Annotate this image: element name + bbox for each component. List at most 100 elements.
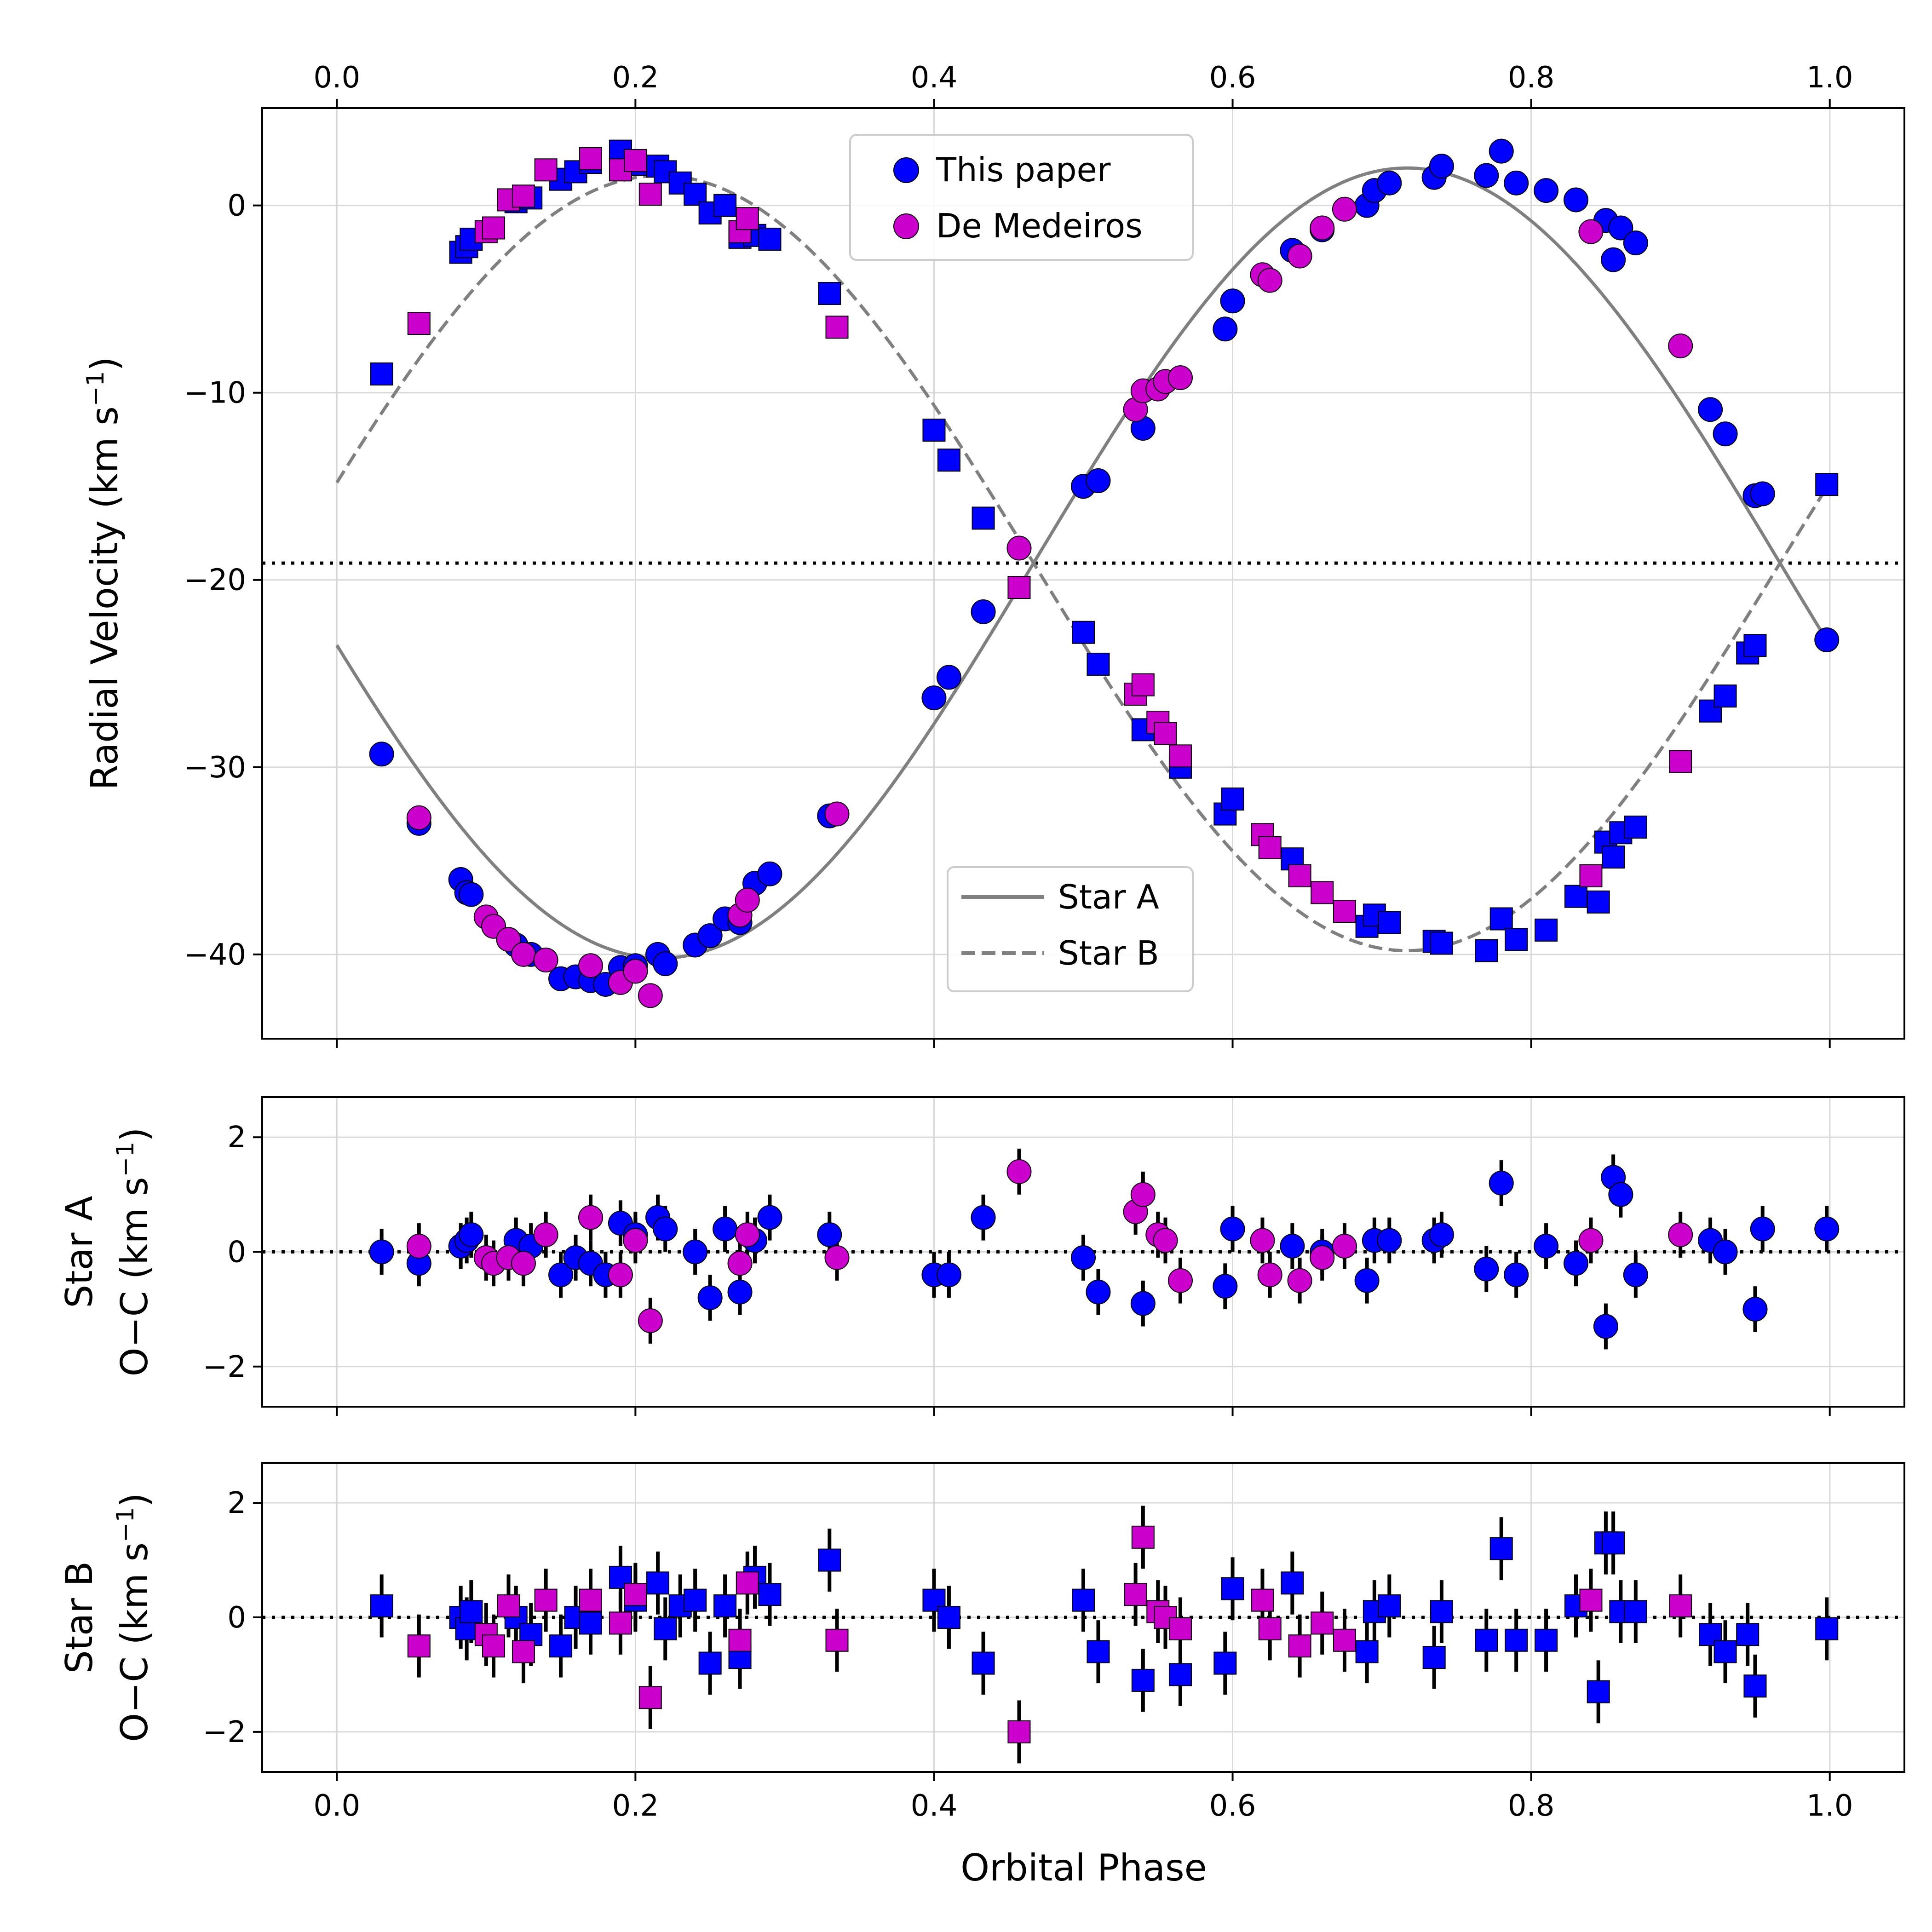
residual-point (1713, 1239, 1738, 1265)
residual-point (608, 1262, 633, 1288)
star-b-rv-point (1743, 634, 1767, 657)
residual-point (1623, 1262, 1648, 1288)
star-a-rv-point (1564, 187, 1588, 213)
star-b-residuals-panel: 0.0 0.2 0.4 0.6 0.8 1.0 2 0 −2 Star B O−C (km s−… (58, 1462, 1905, 1889)
star-b-rv-point (1072, 621, 1095, 644)
star-b-rv-point (1535, 918, 1558, 942)
residual-point (1007, 1720, 1031, 1743)
star-a-rv-point (459, 882, 484, 907)
star-a-rv-point (1489, 138, 1514, 164)
x-tick-label: 0.4 (911, 1789, 958, 1823)
x-top-tick-label: 0.4 (911, 61, 958, 95)
star-b-rv-point (1131, 673, 1155, 696)
residual-point (1429, 1222, 1454, 1248)
residual-point (1587, 1680, 1610, 1703)
star-a-rv-point (638, 983, 663, 1008)
residual-point (1168, 1663, 1192, 1686)
star-b-rv-point (713, 194, 737, 217)
residual-point (1213, 1274, 1238, 1299)
residual-point (653, 1216, 678, 1242)
y-tick-label: −2 (203, 1715, 246, 1749)
residual-point (579, 1588, 602, 1612)
y-tick-label: 2 (227, 1486, 246, 1520)
star-a-rv-point (971, 599, 996, 624)
residual-point (1378, 1594, 1401, 1618)
residual-point (1071, 1245, 1096, 1270)
star-b-rv-point (624, 149, 647, 172)
star-a-rv-point (496, 927, 521, 952)
residual-point (1430, 1600, 1453, 1623)
star-b-rv-point (1258, 836, 1282, 859)
star-b-rv-point (1378, 911, 1401, 934)
star-a-rv-point (936, 665, 961, 690)
residual-point (497, 1594, 520, 1618)
star-b-rv-point (736, 207, 759, 230)
residual-point (1006, 1159, 1032, 1184)
residual-point (971, 1205, 996, 1230)
residual-point (1333, 1628, 1356, 1652)
residual-point (1489, 1170, 1514, 1196)
star-a-rv-point (1578, 219, 1604, 244)
star-a-rv-point (369, 742, 394, 767)
residual-point (511, 1251, 536, 1276)
star-b-rv-point (937, 448, 960, 472)
residual-point (370, 1594, 393, 1618)
residual-point (548, 1262, 574, 1288)
residual-point (1311, 1611, 1334, 1635)
star-a-rv-point (511, 942, 536, 967)
star-b-rv-point (1602, 845, 1625, 869)
star-b-rv-point (1489, 907, 1513, 931)
residual-point (1814, 1216, 1840, 1242)
residual-point (698, 1651, 722, 1675)
residual-point (713, 1594, 737, 1618)
residual-point (1593, 1314, 1618, 1339)
star-a-rv-point (921, 685, 947, 711)
star-b-rv-point (1430, 932, 1453, 955)
star-b-rv-point (512, 184, 535, 208)
rv-plot-frame (261, 107, 1905, 1040)
residual-point (1564, 1251, 1588, 1276)
x-tick-label: 0.2 (612, 1789, 659, 1823)
star-b-rv-point (407, 312, 431, 335)
star-a-residual-points (262, 1149, 1904, 1350)
star-a-rv-point (1332, 196, 1357, 222)
star-b-rv-point (1564, 885, 1587, 908)
star-a-rv-point (1310, 215, 1335, 241)
star-a-rv-point (697, 923, 723, 949)
x-tick-label: 0.6 (1209, 1789, 1256, 1823)
y-tick-label: 0 (227, 1236, 246, 1270)
star-a-residuals-y-label-line1: Star A (58, 1196, 101, 1308)
y-tick-label: −40 (184, 938, 246, 972)
x-tick-label: 0.8 (1508, 1789, 1555, 1823)
star-a-rv-point (1220, 288, 1245, 314)
residual-point (459, 1222, 484, 1248)
residual-point (727, 1251, 753, 1276)
star-b-residuals-ticks: 0.0 0.2 0.4 0.6 0.8 1.0 2 0 −2 (203, 1486, 1853, 1823)
residual-point (1668, 1222, 1693, 1248)
residual-point (683, 1239, 708, 1265)
residual-point (1579, 1588, 1603, 1612)
legend-sources: This paper De Medeiros (849, 134, 1194, 261)
residual-point (579, 1611, 602, 1635)
residual-point (1736, 1623, 1760, 1646)
residual-point (1072, 1588, 1095, 1612)
residual-point (1257, 1262, 1282, 1288)
radial-velocity-panel: 0.0 0.2 0.4 0.6 0.8 1.0 0 −10 −20 −30 −40 Radial V… (82, 61, 1905, 1048)
star-b-residual-points (262, 1506, 1904, 1764)
star-a-rv-point (406, 805, 431, 830)
star-b-rv-point (1311, 881, 1334, 904)
residual-point (1310, 1245, 1335, 1270)
residual-point (1287, 1268, 1312, 1293)
residual-point (1153, 1228, 1178, 1253)
residual-point (936, 1262, 961, 1288)
star-a-rv-point (757, 861, 782, 886)
star-b-rv-point (1007, 576, 1031, 599)
star-a-rv-point (1814, 627, 1840, 652)
residual-point (533, 1222, 558, 1248)
residual-point (1086, 1279, 1111, 1305)
x-top-tick-label: 0.6 (1209, 61, 1256, 95)
star-b-rv-point (1815, 473, 1839, 496)
residual-point (1213, 1651, 1237, 1675)
residual-point (736, 1571, 759, 1595)
residual-point (1669, 1594, 1692, 1618)
